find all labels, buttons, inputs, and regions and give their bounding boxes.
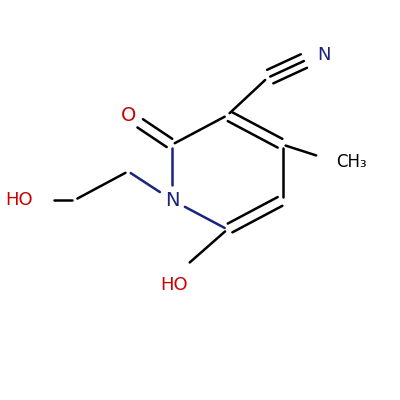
Text: O: O	[120, 106, 136, 125]
Text: HO: HO	[160, 276, 188, 294]
Text: N: N	[317, 46, 330, 64]
Text: N: N	[165, 190, 179, 210]
Text: CH₃: CH₃	[336, 153, 367, 171]
Text: HO: HO	[5, 191, 33, 209]
